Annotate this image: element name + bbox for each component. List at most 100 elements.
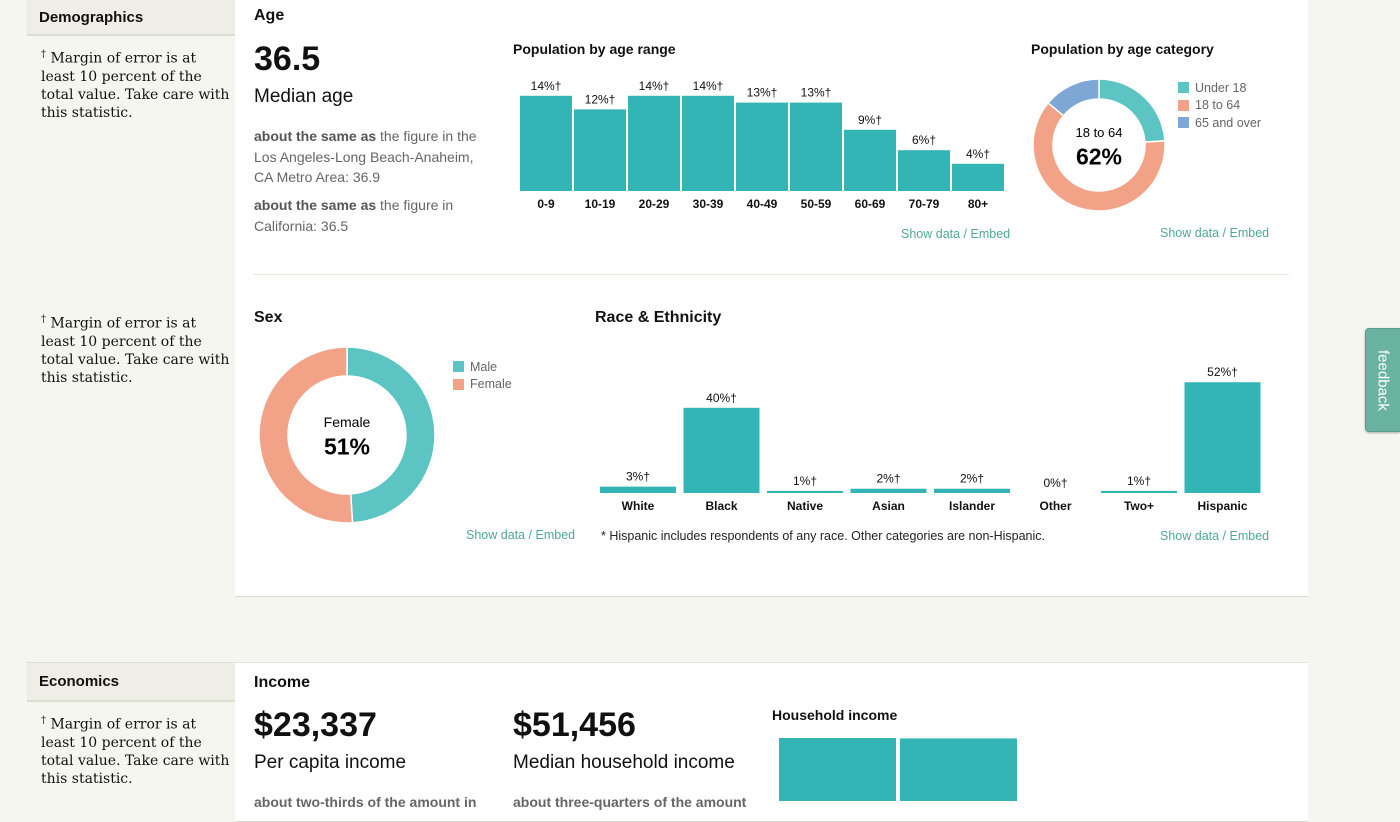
embed-link[interactable]: Embed [1229, 529, 1270, 543]
category-label: Islander [949, 499, 995, 513]
legend-item: 18 to 64 [1178, 97, 1261, 115]
embed-link[interactable]: Embed [535, 528, 576, 542]
section-header-economics: Economics [27, 662, 235, 702]
legend-label: 18 to 64 [1195, 98, 1241, 113]
show-data-link[interactable]: Show data [466, 528, 526, 542]
bar [790, 102, 842, 191]
age-range-show-data-embed[interactable]: Show data / Embed [901, 227, 1011, 241]
bar [736, 102, 788, 191]
legend-label: Under 18 [1195, 80, 1247, 95]
bar [520, 95, 572, 191]
category-label: Black [705, 499, 737, 513]
legend-item: Male [453, 358, 512, 376]
median-age-label: Median age [254, 86, 354, 107]
bar [952, 163, 1004, 191]
sex-legend: Male Female [453, 358, 512, 393]
age-category-chart-title: Population by age category [1031, 41, 1214, 57]
race-show-data-embed[interactable]: Show data / Embed [1160, 529, 1270, 543]
legend-label: 65 and over [1195, 115, 1262, 130]
bar-value-label: 52%† [1207, 365, 1238, 379]
bar-value-label: 9%† [858, 113, 882, 127]
embed-link[interactable]: Embed [970, 227, 1011, 241]
sex-show-data-embed[interactable]: Show data / Embed [466, 528, 576, 542]
legend-swatch [453, 378, 464, 390]
sex-donut: Female 51% [258, 346, 436, 524]
comparison-metro: about the same as the figure in the Los … [254, 128, 477, 185]
section-header-demographics: Demographics [27, 0, 235, 36]
donut-center-value: 62% [1076, 144, 1122, 170]
category-label: 30-39 [693, 197, 724, 211]
donut-slice [1047, 78, 1100, 117]
legend-label: Male [470, 359, 498, 374]
bar [1101, 490, 1177, 493]
legend-item: Under 18 [1178, 79, 1261, 97]
bar-value-label: 14%† [639, 79, 670, 93]
bar [850, 488, 927, 493]
show-data-link[interactable]: Show data [1160, 226, 1220, 240]
income-heading: Income [254, 674, 311, 691]
show-data-link[interactable]: Show data [901, 227, 961, 241]
category-label: 20-29 [639, 197, 670, 211]
category-label: 60-69 [855, 197, 886, 211]
sex-heading: Sex [254, 309, 283, 326]
category-label: Asian [872, 499, 905, 513]
legend-label: Female [470, 377, 512, 392]
moe-note: † Margin of error is at least 10 percent… [41, 715, 230, 787]
age-category-show-data-embed[interactable]: Show data / Embed [1160, 226, 1270, 240]
bar-value-label: 13%† [747, 86, 778, 100]
bar [898, 150, 950, 191]
feedback-tab[interactable]: feedback [1365, 328, 1400, 432]
bar-value-label: 0%† [1043, 476, 1067, 490]
category-label: 40-49 [747, 197, 778, 211]
bar-value-label: 2%† [960, 472, 984, 486]
category-label: Two+ [1124, 499, 1154, 513]
bar [628, 95, 680, 191]
bar [600, 486, 676, 493]
bar-value-label: 2%† [876, 472, 900, 486]
category-label: 80+ [968, 197, 988, 211]
bar-value-label: 1%† [1127, 474, 1151, 488]
donut-center-label: 18 to 64 [1076, 125, 1123, 140]
legend-swatch [1178, 117, 1189, 129]
bar-value-label: 12%† [585, 92, 616, 106]
show-data-link[interactable]: Show data [1160, 529, 1220, 543]
category-label: 70-79 [909, 197, 940, 211]
donut-slice [258, 346, 354, 524]
bar-value-label: 13%† [801, 86, 832, 100]
section-title: Economics [39, 673, 120, 690]
bar [1184, 382, 1261, 493]
median-household-comparison: about three-quarters of the amount [513, 794, 747, 810]
moe-note: † Margin of error is at least 10 percent… [41, 49, 230, 121]
household-income-chart: 48%†32%† [779, 738, 1017, 801]
median-household-label: Median household income [513, 752, 735, 773]
legend-swatch [1178, 99, 1189, 111]
bar [682, 95, 734, 191]
age-range-chart-title: Population by age range [513, 41, 676, 57]
donut-slice [346, 346, 436, 524]
bar-value-label: 1%† [793, 474, 817, 488]
race-chart: 3%† White 40%† Black 1%† Native 2%† Asian 2%† Isl… [600, 365, 1261, 513]
divider [254, 274, 1289, 275]
race-heading: Race & Ethnicity [595, 309, 722, 326]
category-label: White [622, 499, 655, 513]
category-label: Other [1039, 499, 1071, 513]
donut-center-value: 51% [324, 434, 370, 460]
legend-swatch [453, 361, 464, 373]
bar [844, 129, 896, 191]
bar [767, 490, 843, 493]
category-label: 0-9 [537, 197, 555, 211]
category-label: 50-59 [801, 197, 832, 211]
bar-value-label: 14%† [693, 79, 724, 93]
bar [683, 407, 760, 493]
category-label: 10-19 [585, 197, 616, 211]
feedback-label[interactable]: feedback [1374, 349, 1392, 411]
bar [900, 738, 1017, 801]
bar-value-label: 6%† [912, 133, 936, 147]
bar-value-label: 40%† [706, 391, 737, 405]
embed-link[interactable]: Embed [1229, 226, 1270, 240]
comparison-state: about the same as the figure in Californ… [254, 197, 454, 234]
moe-note: † Margin of error is at least 10 percent… [41, 314, 230, 386]
section-title: Demographics [39, 8, 144, 26]
age-category-donut: 18 to 64 62% [1032, 78, 1166, 212]
category-label: Native [787, 499, 823, 513]
